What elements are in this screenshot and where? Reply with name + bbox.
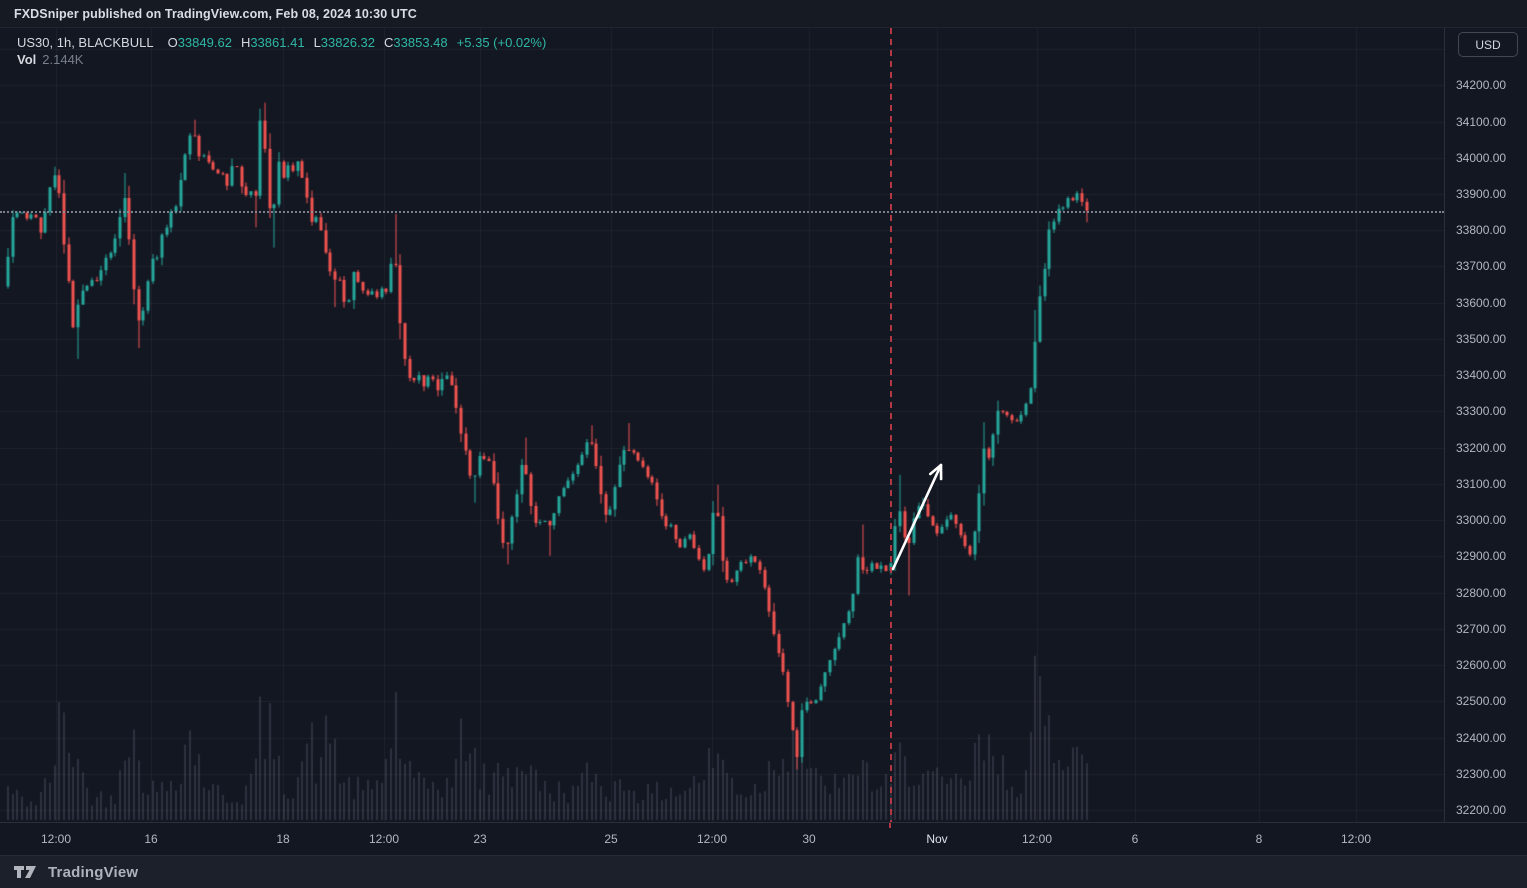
price-tick-label: 32600.00 bbox=[1456, 658, 1507, 673]
chart-area[interactable]: US30, 1h, BLACKBULL O33849.62 H33861.41 … bbox=[0, 28, 1444, 822]
price-tick-label: 32300.00 bbox=[1456, 766, 1507, 781]
tradingview-logo[interactable]: TradingView bbox=[14, 864, 138, 881]
price-tick-label: 32500.00 bbox=[1456, 694, 1507, 709]
time-axis[interactable]: 12:00 16 18 12:00 23 25 12:00 30 Nov 12:00 6 8 12:00 bbox=[0, 822, 1527, 855]
volume-label: Vol bbox=[17, 52, 37, 67]
price-tick-label: 33800.00 bbox=[1456, 223, 1507, 238]
price-tick-label: 32400.00 bbox=[1456, 730, 1507, 745]
publish-bar: FXDSniper published on TradingView.com, … bbox=[0, 0, 1527, 28]
time-tick-label: Nov bbox=[926, 832, 948, 846]
price-tick-label: 32900.00 bbox=[1456, 549, 1507, 564]
time-tick-label: 16 bbox=[144, 832, 158, 846]
price-tick-label: 33300.00 bbox=[1456, 404, 1507, 419]
price-tick-label: 33400.00 bbox=[1456, 368, 1507, 383]
symbol-title: US30, 1h, BLACKBULL bbox=[17, 35, 154, 50]
time-tick-label: 18 bbox=[276, 832, 290, 846]
price-chart-canvas[interactable] bbox=[0, 28, 1444, 822]
time-tick-label: 12:00 bbox=[1340, 832, 1372, 846]
price-tick-label: 33900.00 bbox=[1456, 187, 1507, 201]
ohlc-close: C33853.48 bbox=[384, 35, 448, 50]
price-tick-label: 33000.00 bbox=[1456, 513, 1507, 528]
price-axis[interactable]: USD 34200.00 34100.00 34000.00 33900.00 3380… bbox=[1444, 28, 1527, 855]
time-tick-label: 12:00 bbox=[696, 832, 728, 846]
time-tick-label: 6 bbox=[1131, 832, 1139, 846]
time-tick-label: 30 bbox=[802, 832, 816, 846]
currency-button[interactable]: USD bbox=[1458, 32, 1518, 57]
ohlc-high: H33861.41 bbox=[240, 35, 305, 50]
price-tick-label: 33500.00 bbox=[1456, 331, 1507, 346]
last-price-dotted-line bbox=[0, 210, 1444, 213]
price-tick-label: 34200.00 bbox=[1456, 78, 1507, 93]
volume-value: 2.144K bbox=[42, 52, 84, 67]
price-tick-label: 32800.00 bbox=[1456, 585, 1507, 600]
vertical-dashed-line bbox=[890, 28, 892, 822]
price-tick-label: 33600.00 bbox=[1456, 295, 1507, 310]
time-tick-label: 12:00 bbox=[368, 832, 400, 846]
footer-bar: TradingView bbox=[0, 855, 1527, 888]
price-tick-label: 32700.00 bbox=[1456, 621, 1507, 636]
price-tick-label: 32200.00 bbox=[1456, 803, 1507, 818]
price-tick-label: 33700.00 bbox=[1456, 259, 1507, 274]
tradingview-logo-icon bbox=[14, 866, 36, 878]
price-change: +5.35 (+0.02%) bbox=[456, 35, 547, 50]
time-tick-label: 23 bbox=[473, 832, 487, 846]
price-tick-label: 34000.00 bbox=[1456, 150, 1507, 165]
ohlc-open: O33849.62 bbox=[167, 35, 232, 50]
price-tick-label: 34100.00 bbox=[1456, 114, 1507, 129]
price-tick-label: 33200.00 bbox=[1456, 440, 1507, 455]
ohlc-low: L33826.32 bbox=[313, 35, 376, 50]
time-tick-label: 25 bbox=[604, 832, 618, 846]
symbol-legend: US30, 1h, BLACKBULL O33849.62 H33861.41 … bbox=[17, 35, 546, 50]
time-tick-label: 8 bbox=[1255, 832, 1263, 846]
price-tick-label: 33100.00 bbox=[1456, 476, 1507, 491]
publish-text: FXDSniper published on TradingView.com, … bbox=[14, 6, 417, 21]
time-axis-red-tick bbox=[889, 823, 891, 828]
volume-legend: Vol 2.144K bbox=[17, 52, 83, 67]
time-tick-label: 12:00 bbox=[40, 832, 72, 846]
time-tick-label: 12:00 bbox=[1021, 832, 1053, 846]
tradingview-logo-text: TradingView bbox=[48, 863, 139, 881]
